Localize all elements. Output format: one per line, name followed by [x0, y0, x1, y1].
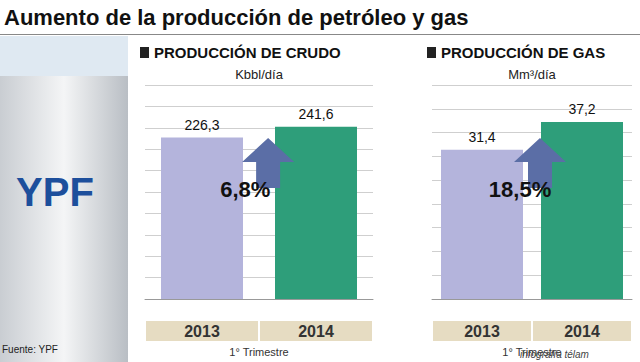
svg-text:YPF: YPF — [16, 170, 94, 214]
svg-text:PRODUCCIÓN DE CRUDO: PRODUCCIÓN DE CRUDO — [154, 44, 341, 61]
svg-text:2013: 2013 — [184, 323, 220, 340]
svg-text:37,2: 37,2 — [568, 101, 595, 117]
svg-text:31,4: 31,4 — [468, 129, 495, 145]
svg-text:6,8%: 6,8% — [220, 177, 270, 202]
svg-text:PRODUCCIÓN DE GAS: PRODUCCIÓN DE GAS — [441, 44, 605, 61]
svg-text:18,5%: 18,5% — [489, 177, 551, 202]
svg-text:Mm³/día: Mm³/día — [508, 67, 556, 82]
svg-text:Kbbl/día: Kbbl/día — [235, 67, 283, 82]
svg-text:Aumento de la producción de pe: Aumento de la producción de petróleo y g… — [4, 5, 469, 30]
svg-text:2014: 2014 — [298, 323, 334, 340]
svg-text:226,3: 226,3 — [184, 117, 219, 133]
svg-text:1° Trimestre: 1° Trimestre — [229, 346, 288, 358]
svg-text:2014: 2014 — [564, 323, 600, 340]
svg-text:2013: 2013 — [464, 323, 500, 340]
svg-text:241,6: 241,6 — [298, 106, 333, 122]
svg-text:infografía télam: infografía télam — [520, 349, 589, 360]
svg-text:Fuente: YPF: Fuente: YPF — [2, 344, 58, 355]
